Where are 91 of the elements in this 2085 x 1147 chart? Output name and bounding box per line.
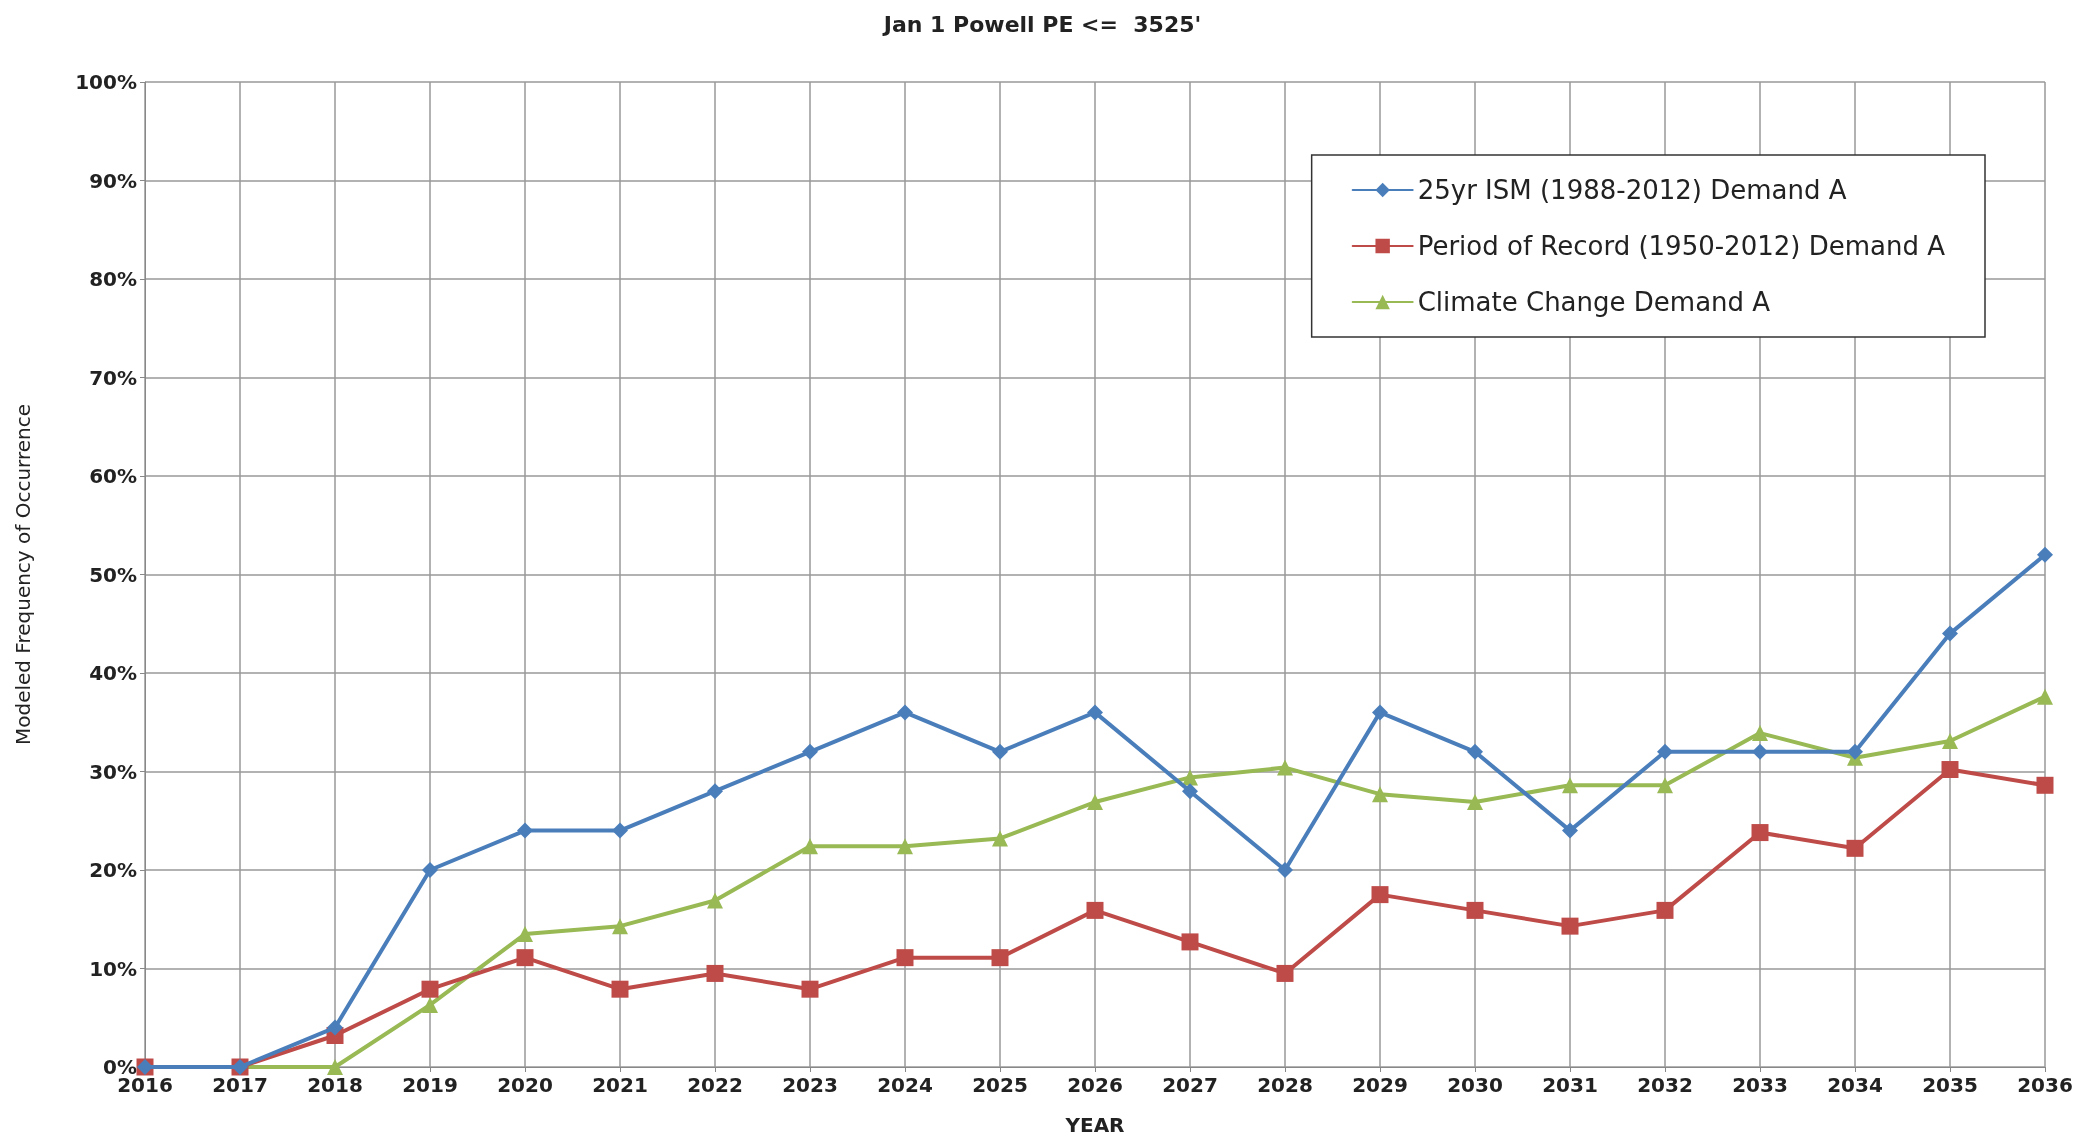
point	[802, 838, 818, 855]
y-tick-label: 30%	[89, 759, 137, 784]
point	[1087, 794, 1103, 811]
point	[1656, 901, 1674, 919]
legend-label: Period of Record (1950-2012) Demand A	[1417, 231, 1946, 261]
x-tick-label: 2032	[1637, 1073, 1693, 1097]
point	[1751, 824, 1769, 842]
x-tick-label: 2023	[782, 1073, 838, 1097]
legend-label: Climate Change Demand A	[1417, 287, 1771, 317]
y-tick-label: 70%	[89, 365, 137, 390]
x-tick-label: 2034	[1827, 1073, 1883, 1097]
point	[1277, 862, 1293, 878]
point	[1562, 822, 1578, 839]
point	[1371, 886, 1389, 904]
y-tick-label: 10%	[89, 956, 137, 981]
point	[707, 783, 723, 800]
point	[516, 949, 534, 967]
point	[612, 918, 628, 935]
y-tick-label: 40%	[89, 661, 137, 685]
point	[706, 964, 724, 982]
point	[1086, 901, 1104, 919]
point	[1372, 704, 1388, 721]
point	[1276, 964, 1294, 982]
y-tick-label: 60%	[89, 464, 137, 488]
chart-title: Jan 1 Powell PE <= 3525'	[881, 11, 1202, 37]
point	[327, 1019, 343, 1036]
point	[1657, 743, 1673, 760]
point	[1941, 761, 1959, 779]
point	[1752, 725, 1768, 742]
point	[1466, 901, 1484, 919]
point	[422, 862, 438, 878]
y-tick-label: 20%	[89, 858, 137, 882]
x-tick-label: 2029	[1352, 1073, 1408, 1097]
point	[897, 704, 913, 721]
x-tick-label: 2020	[497, 1073, 553, 1097]
point	[1372, 786, 1388, 803]
x-tick-label: 2024	[877, 1073, 933, 1097]
point	[1752, 743, 1768, 760]
x-tick-label: 2027	[1162, 1073, 1218, 1097]
point	[1942, 625, 1958, 642]
x-tick-label: 2028	[1257, 1073, 1313, 1097]
x-tick-label: 2026	[1067, 1073, 1123, 1097]
point	[1942, 732, 1958, 749]
y-tick-label: 100%	[75, 70, 137, 94]
point	[1846, 839, 1864, 857]
point	[1847, 743, 1863, 760]
point	[992, 830, 1008, 847]
y-tick-label: 80%	[89, 267, 137, 291]
point	[611, 980, 629, 998]
point	[422, 996, 438, 1013]
x-tick-label: 2022	[687, 1073, 743, 1097]
x-tick-label: 2031	[1542, 1073, 1598, 1097]
point	[991, 949, 1009, 967]
point	[2036, 776, 2054, 794]
x-tick-label: 2035	[1922, 1073, 1978, 1097]
point	[707, 892, 723, 909]
point	[1182, 769, 1198, 786]
x-axis-title: YEAR	[1064, 1113, 1125, 1137]
point	[1657, 777, 1673, 794]
x-tick-label: 2025	[972, 1073, 1028, 1097]
legend-label: 25yr ISM (1988-2012) Demand A	[1417, 175, 1847, 205]
point	[2037, 688, 2053, 705]
x-tick-label: 2017	[212, 1073, 268, 1097]
point	[1087, 704, 1103, 721]
point	[327, 1059, 343, 1075]
y-axis-title: Modeled Frequency of Occurrence	[11, 403, 35, 746]
x-tick-label: 2033	[1732, 1073, 1788, 1097]
y-tick-label: 50%	[89, 562, 137, 587]
point	[896, 949, 914, 967]
y-tick-label: 90%	[89, 168, 137, 193]
point	[421, 980, 439, 998]
point	[1467, 743, 1483, 760]
point	[801, 980, 819, 998]
point	[612, 822, 628, 839]
point	[1181, 933, 1199, 951]
point	[2037, 546, 2053, 563]
x-tick-label: 2019	[402, 1073, 458, 1097]
point	[802, 743, 818, 760]
x-tick-label: 2036	[2017, 1073, 2073, 1097]
point	[517, 926, 533, 943]
point	[1182, 783, 1198, 800]
point	[517, 822, 533, 839]
x-tick-label: 2021	[592, 1073, 648, 1097]
x-tick-label: 2018	[307, 1073, 363, 1097]
point	[897, 838, 913, 855]
point	[1561, 917, 1579, 935]
point	[992, 743, 1008, 760]
point	[1277, 759, 1293, 776]
point	[1467, 794, 1483, 811]
x-tick-label: 2030	[1447, 1073, 1503, 1097]
point	[1562, 777, 1578, 794]
